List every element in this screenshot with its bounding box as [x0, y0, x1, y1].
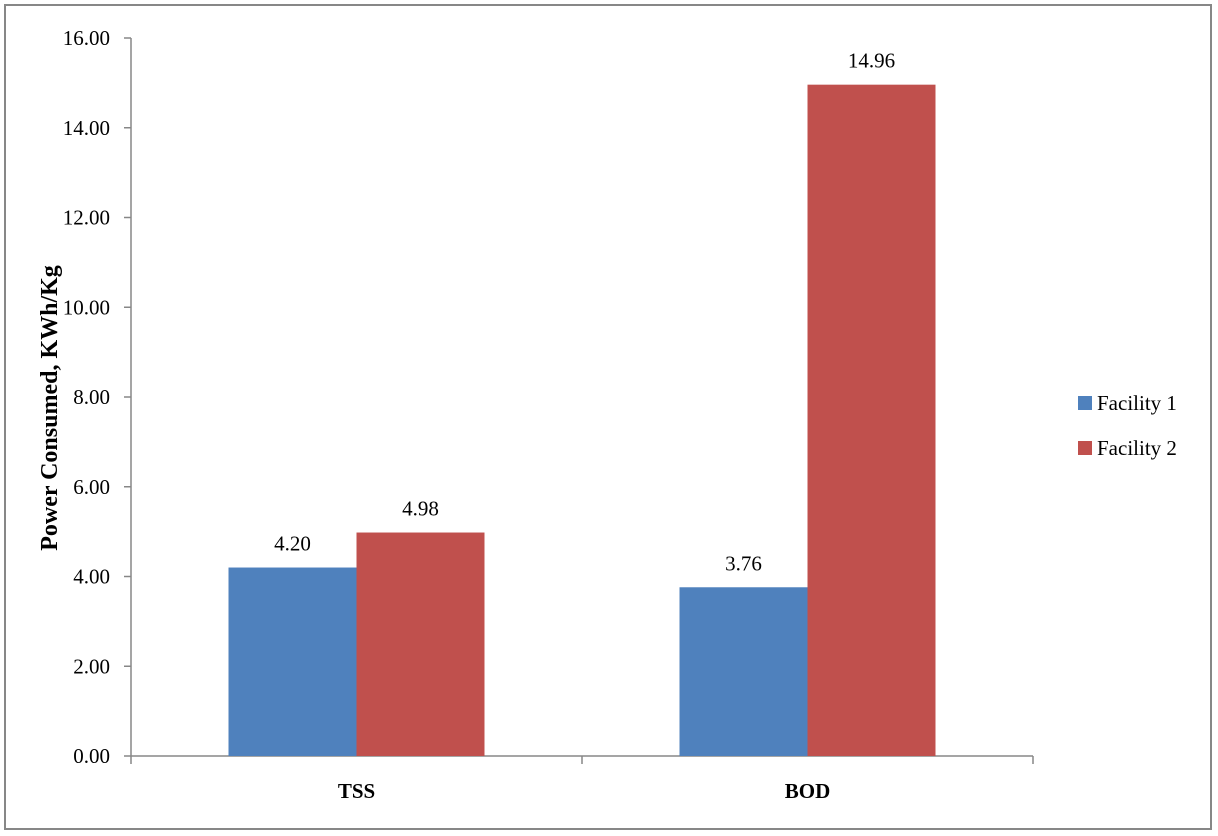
y-tick-label: 0.00 — [73, 744, 110, 768]
chart-area — [4, 4, 1212, 830]
legend-swatch — [1078, 441, 1092, 455]
data-label: 3.76 — [725, 551, 762, 575]
data-label: 14.96 — [848, 49, 895, 73]
y-tick-label: 14.00 — [63, 116, 110, 140]
bar — [356, 532, 485, 756]
legend: Facility 1 Facility 2 — [1078, 391, 1177, 460]
y-tick-label: 4.00 — [73, 565, 110, 589]
y-tick-label: 8.00 — [73, 385, 110, 409]
data-label: 4.20 — [274, 532, 311, 556]
plot-area: 4.20 4.98 3.76 14.96 — [228, 49, 936, 757]
legend-swatch — [1078, 396, 1092, 410]
y-tick-label: 10.00 — [63, 295, 110, 319]
x-category-label: BOD — [785, 779, 831, 803]
bar — [679, 587, 808, 756]
y-axis: 0.00 2.00 4.00 6.00 8.00 10.00 12.00 14.00 16.00 — [63, 26, 132, 768]
legend-label: Facility 1 — [1097, 391, 1177, 415]
y-axis-title: Power Consumed, KWh/Kg — [37, 265, 63, 551]
bar — [228, 567, 357, 756]
y-tick-label: 12.00 — [63, 206, 110, 230]
y-tick-label: 2.00 — [73, 654, 110, 678]
bar — [807, 84, 936, 757]
x-category-label: TSS — [338, 779, 375, 803]
y-tick-label: 16.00 — [63, 26, 110, 50]
y-tick-label: 6.00 — [73, 475, 110, 499]
x-axis: TSS BOD — [130, 755, 1034, 803]
legend-label: Facility 2 — [1097, 436, 1177, 460]
data-label: 4.98 — [402, 497, 439, 521]
